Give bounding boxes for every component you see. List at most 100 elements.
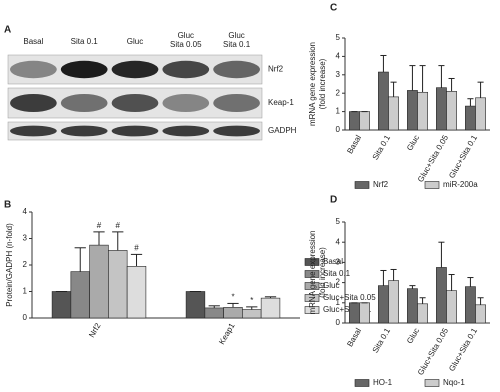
blot-band xyxy=(162,125,210,137)
bar xyxy=(242,309,262,319)
x-tick-label: Gluc xyxy=(405,327,421,346)
lane-label: Basal xyxy=(23,37,43,46)
bar xyxy=(388,96,399,131)
error-bar xyxy=(208,305,220,308)
error-bar xyxy=(419,65,426,93)
y-tick-label: 5 xyxy=(336,217,341,226)
bar xyxy=(407,90,418,131)
x-tick-label: Nrf2 xyxy=(87,321,103,339)
panel-label: B xyxy=(4,200,11,211)
lane-label-line: Sita 0.1 xyxy=(223,40,251,49)
error-bar xyxy=(380,269,387,286)
error-bar xyxy=(467,98,474,107)
annotation: # xyxy=(134,244,139,253)
y-tick-label: 0 xyxy=(23,313,28,322)
error-bar xyxy=(130,253,143,267)
blot-band xyxy=(111,125,159,137)
x-tick-label: Gluc+Sita 0.05 xyxy=(416,326,450,377)
blot-band xyxy=(111,94,159,112)
y-tick-label: 2 xyxy=(336,278,341,287)
bar xyxy=(475,97,486,131)
y-axis-label: (fold increase) xyxy=(318,247,327,298)
bar xyxy=(359,302,370,324)
y-tick-label: 4 xyxy=(336,237,341,246)
bar xyxy=(51,291,72,319)
y-tick-label: 1 xyxy=(336,107,341,116)
y-tick-label: 3 xyxy=(336,258,341,267)
x-tick-label: Sita 0.1 xyxy=(371,133,393,161)
row-label: GADPH xyxy=(268,126,297,135)
bar xyxy=(185,291,206,319)
legend-swatch xyxy=(304,306,320,314)
legend-label: miR-200a xyxy=(443,180,478,189)
bar xyxy=(349,302,360,324)
error-bar xyxy=(112,231,124,251)
legend-swatch xyxy=(304,282,320,290)
annotation: # xyxy=(116,221,121,230)
y-tick-label: 1 xyxy=(336,298,341,307)
y-tick-label: 0 xyxy=(336,318,341,327)
lane-label-line: Gluc xyxy=(127,37,143,46)
error-bar xyxy=(448,274,455,291)
legend-swatch xyxy=(354,181,370,189)
blot-band xyxy=(213,94,260,112)
panel-label: A xyxy=(4,25,11,36)
blot-band xyxy=(10,60,57,79)
bar xyxy=(223,307,243,319)
y-tick-label: 4 xyxy=(336,52,341,61)
x-tick-label: Gluc+Sita 0.1 xyxy=(447,133,479,180)
error-bar xyxy=(419,297,426,304)
legend-swatch xyxy=(304,294,320,302)
x-tick-label: Gluc xyxy=(405,134,421,153)
error-bar xyxy=(438,241,445,268)
error-bar xyxy=(390,268,397,281)
error-bar xyxy=(448,77,455,92)
error-bar xyxy=(390,81,397,97)
blot-band xyxy=(60,60,108,79)
legend-swatch xyxy=(304,270,320,278)
annotation: # xyxy=(97,221,102,230)
lane-label-line: Basal xyxy=(23,37,43,46)
legend-label: Gluc xyxy=(323,281,339,290)
bar xyxy=(89,244,109,319)
y-tick-label: 1 xyxy=(23,287,28,296)
bar xyxy=(388,280,399,324)
legend-label: HO-1 xyxy=(373,378,393,387)
bar xyxy=(349,111,360,131)
blot-band xyxy=(213,125,260,137)
bar xyxy=(126,266,147,319)
error-bar xyxy=(438,65,445,88)
error-bar xyxy=(227,302,239,308)
blot-band xyxy=(111,60,159,79)
blot-band xyxy=(213,60,260,79)
y-tick-label: 3 xyxy=(336,70,341,79)
y-tick-label: 5 xyxy=(336,33,341,42)
legend-label: Basal xyxy=(323,257,343,266)
panel-label: C xyxy=(330,3,337,14)
bar xyxy=(417,303,428,324)
bar xyxy=(465,286,476,324)
y-tick-label: 3 xyxy=(23,234,28,243)
legend-swatch xyxy=(424,181,440,189)
legend-swatch xyxy=(304,258,320,266)
legend-label: Gluc+Sita 0.05 xyxy=(323,293,376,302)
lane-label-line: Gluc xyxy=(178,31,194,40)
bar xyxy=(436,87,447,131)
legend-label: Nqo-1 xyxy=(443,378,465,387)
x-tick-label: Gluc+Sita 0.05 xyxy=(416,133,450,184)
lane-label-line: Sita 0.1 xyxy=(71,37,99,46)
y-axis-label: (fold increase) xyxy=(318,58,327,109)
y-tick-label: 4 xyxy=(23,207,28,216)
bar xyxy=(465,105,476,131)
x-tick-label: Sita 0.1 xyxy=(371,326,393,354)
y-axis-label: Protein/GADPH (n-fold) xyxy=(5,223,14,307)
x-tick-label: Basal xyxy=(345,133,363,155)
lane-label-line: Gluc xyxy=(228,31,244,40)
lane-label: Gluc Sita 0.1 xyxy=(223,31,251,49)
error-bar xyxy=(409,65,416,91)
bar xyxy=(475,304,486,324)
legend-swatch xyxy=(424,379,440,387)
lane-label: Gluc Sita 0.05 xyxy=(170,31,202,49)
